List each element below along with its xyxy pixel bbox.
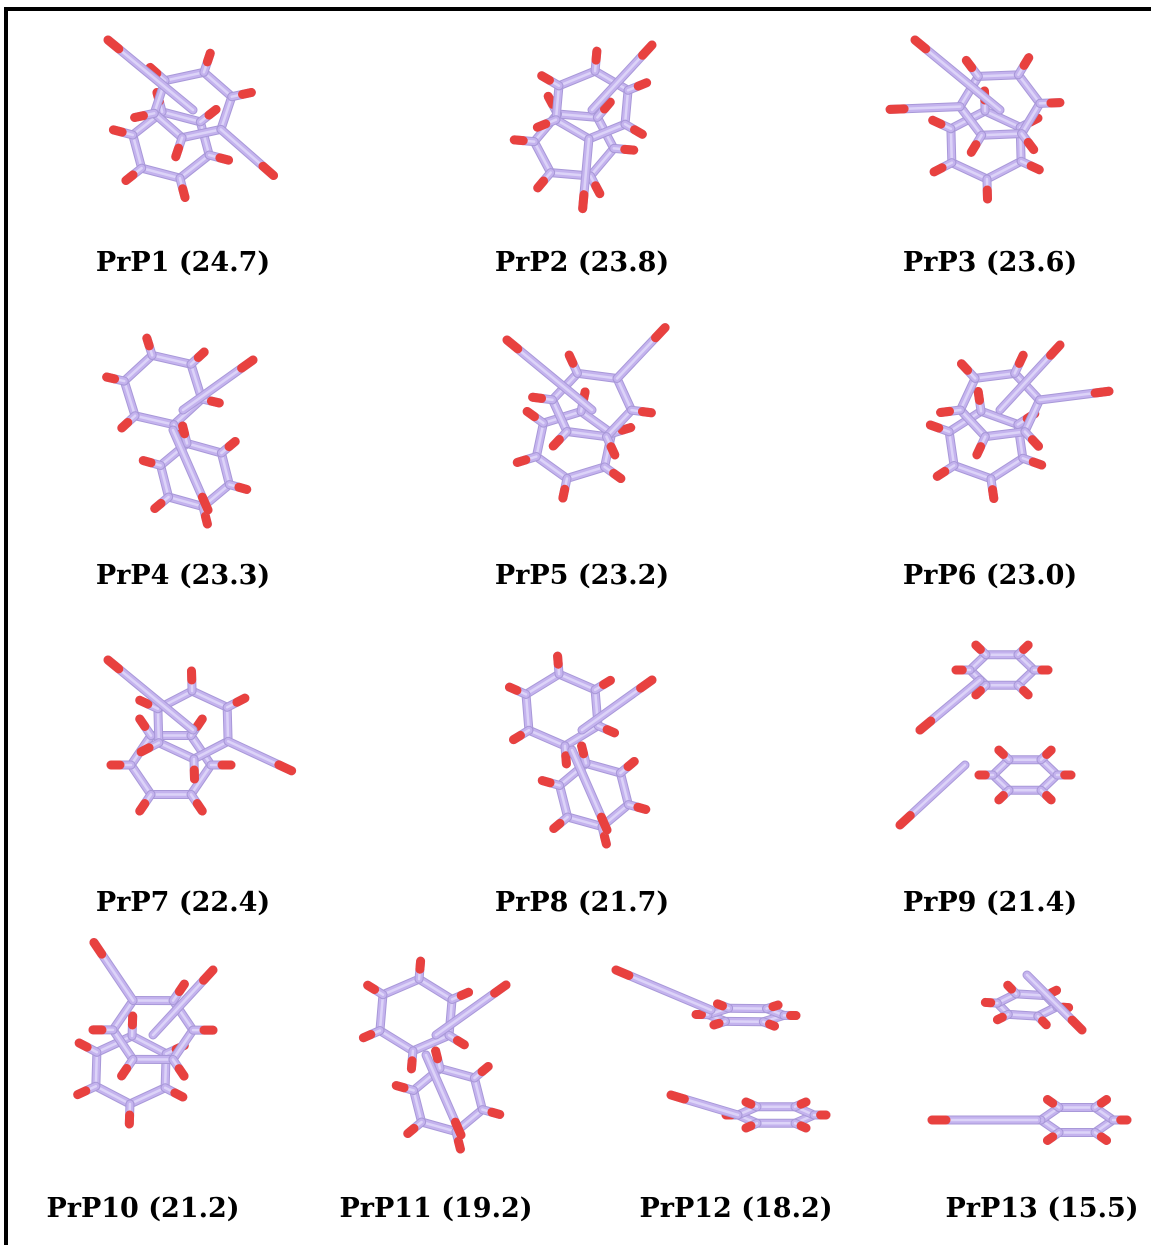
label-prp11: PrP11 (19.2) [339, 1193, 533, 1224]
dimer-stacked-rings-icon [73, 937, 218, 1129]
label-prp6: PrP6 (23.0) [902, 560, 1078, 591]
label-prp2: PrP2 (23.8) [494, 247, 670, 278]
dimer-stacked-rings-icon [509, 40, 657, 214]
label-prp9: PrP9 (21.4) [902, 887, 1078, 918]
molecule-prp9 [895, 640, 1076, 830]
figure-frame [4, 7, 1151, 1245]
molecule-prp10 [73, 937, 218, 1129]
dimer-stacked-rings-icon [103, 655, 297, 816]
dimer-offset-rings-icon [358, 956, 511, 1154]
dimer-edge-on-rings-icon [927, 970, 1132, 1145]
molecule-prp12 [611, 965, 831, 1133]
molecule-prp6 [925, 340, 1114, 504]
dimer-offset-rings-icon [504, 651, 657, 849]
dimer-separated-rings-icon [895, 640, 1076, 830]
molecule-prp1 [103, 35, 279, 202]
dimer-offset-rings-icon [102, 333, 258, 529]
molecule-prp13 [927, 970, 1132, 1145]
molecule-prp8 [504, 651, 657, 849]
dimer-stacked-rings-icon [925, 340, 1114, 504]
dimer-stacked-rings-icon [885, 35, 1065, 204]
molecule-prp3 [885, 35, 1065, 204]
dimer-edge-on-rings-icon [611, 965, 831, 1133]
label-prp3: PrP3 (23.6) [902, 247, 1078, 278]
molecule-prp7 [103, 655, 297, 816]
molecule-prp4 [102, 333, 258, 529]
label-prp5: PrP5 (23.2) [494, 560, 670, 591]
molecule-prp11 [358, 956, 511, 1154]
molecule-prp2 [509, 40, 657, 214]
dimer-stacked-rings-icon [103, 35, 279, 202]
label-prp12: PrP12 (18.2) [639, 1193, 833, 1224]
label-prp7: PrP7 (22.4) [95, 887, 271, 918]
label-prp1: PrP1 (24.7) [95, 247, 271, 278]
label-prp4: PrP4 (23.3) [95, 560, 271, 591]
dimer-stacked-rings-icon [502, 323, 670, 503]
molecule-prp5 [502, 323, 670, 503]
label-prp10: PrP10 (21.2) [46, 1193, 240, 1224]
label-prp13: PrP13 (15.5) [945, 1193, 1139, 1224]
label-prp8: PrP8 (21.7) [494, 887, 670, 918]
